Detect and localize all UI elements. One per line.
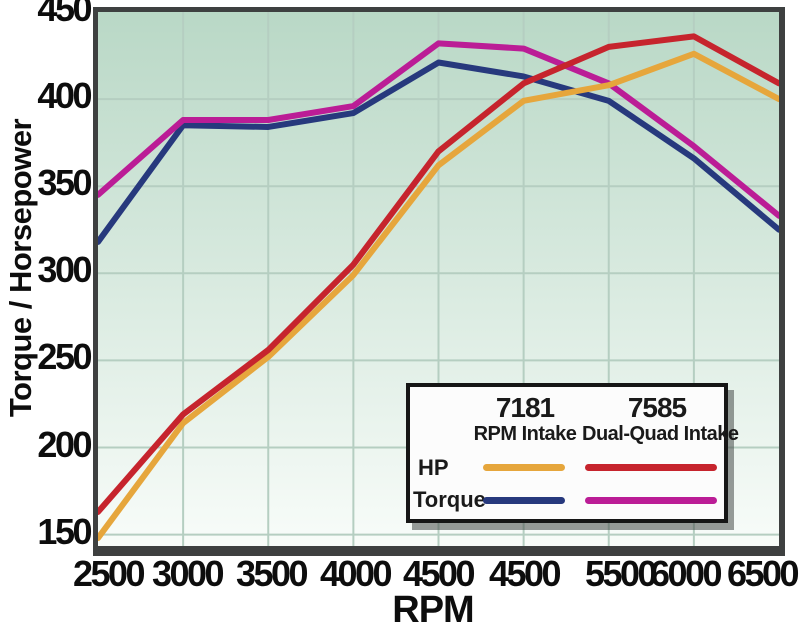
x-tick-label: 5500: [584, 553, 658, 594]
x-tick-label: 6000: [649, 553, 723, 594]
y-tick-label: 150: [37, 510, 92, 552]
x-tick-label: 2500: [72, 553, 146, 594]
x-tick-label: 4000: [319, 553, 393, 594]
series-torque-7181: [95, 59, 782, 245]
legend-row-hp-label: HP: [418, 455, 449, 480]
y-tick-label: 200: [37, 423, 92, 465]
y-tick-label: 450: [37, 0, 92, 29]
series-lines: [95, 33, 782, 542]
legend-row-torque-label: Torque: [413, 487, 486, 512]
legend-line-hp-7585: [585, 464, 717, 471]
y-tick-label: 350: [37, 162, 92, 204]
x-tick-label: 3000: [151, 553, 225, 594]
x-tick-label: 3500: [235, 553, 309, 594]
legend-box: 7181 7585 RPM Intake Dual-Quad Intake HP…: [406, 383, 739, 523]
legend-col2-name: Dual-Quad Intake: [582, 423, 739, 445]
plot-border-edge: [779, 7, 785, 556]
plot-border-edge: [93, 546, 785, 556]
legend-line-hp-7181: [483, 464, 565, 471]
plot-border-edge: [93, 7, 784, 12]
plot-border: [93, 7, 785, 556]
x-tick-label: 4500: [488, 553, 562, 594]
legend-col1-name: RPM Intake: [473, 423, 577, 445]
x-tick-label: 6500: [726, 553, 800, 594]
x-axis-title: RPM: [392, 589, 474, 627]
plot-border-edge: [93, 7, 98, 556]
legend-line-torque-7181: [483, 497, 565, 504]
x-tick-label: 4500: [402, 553, 476, 594]
y-tick-label: 400: [37, 75, 92, 117]
y-tick-label: 250: [37, 336, 92, 378]
y-tick-label: 300: [37, 249, 92, 291]
series-hp-7585: [95, 33, 782, 515]
legend-col1-number: 7181: [495, 392, 555, 423]
legend-col2-number: 7585: [627, 392, 687, 423]
series-torque-7585: [95, 40, 782, 219]
legend-line-torque-7585: [585, 497, 717, 504]
series-hp-7181: [95, 50, 782, 542]
